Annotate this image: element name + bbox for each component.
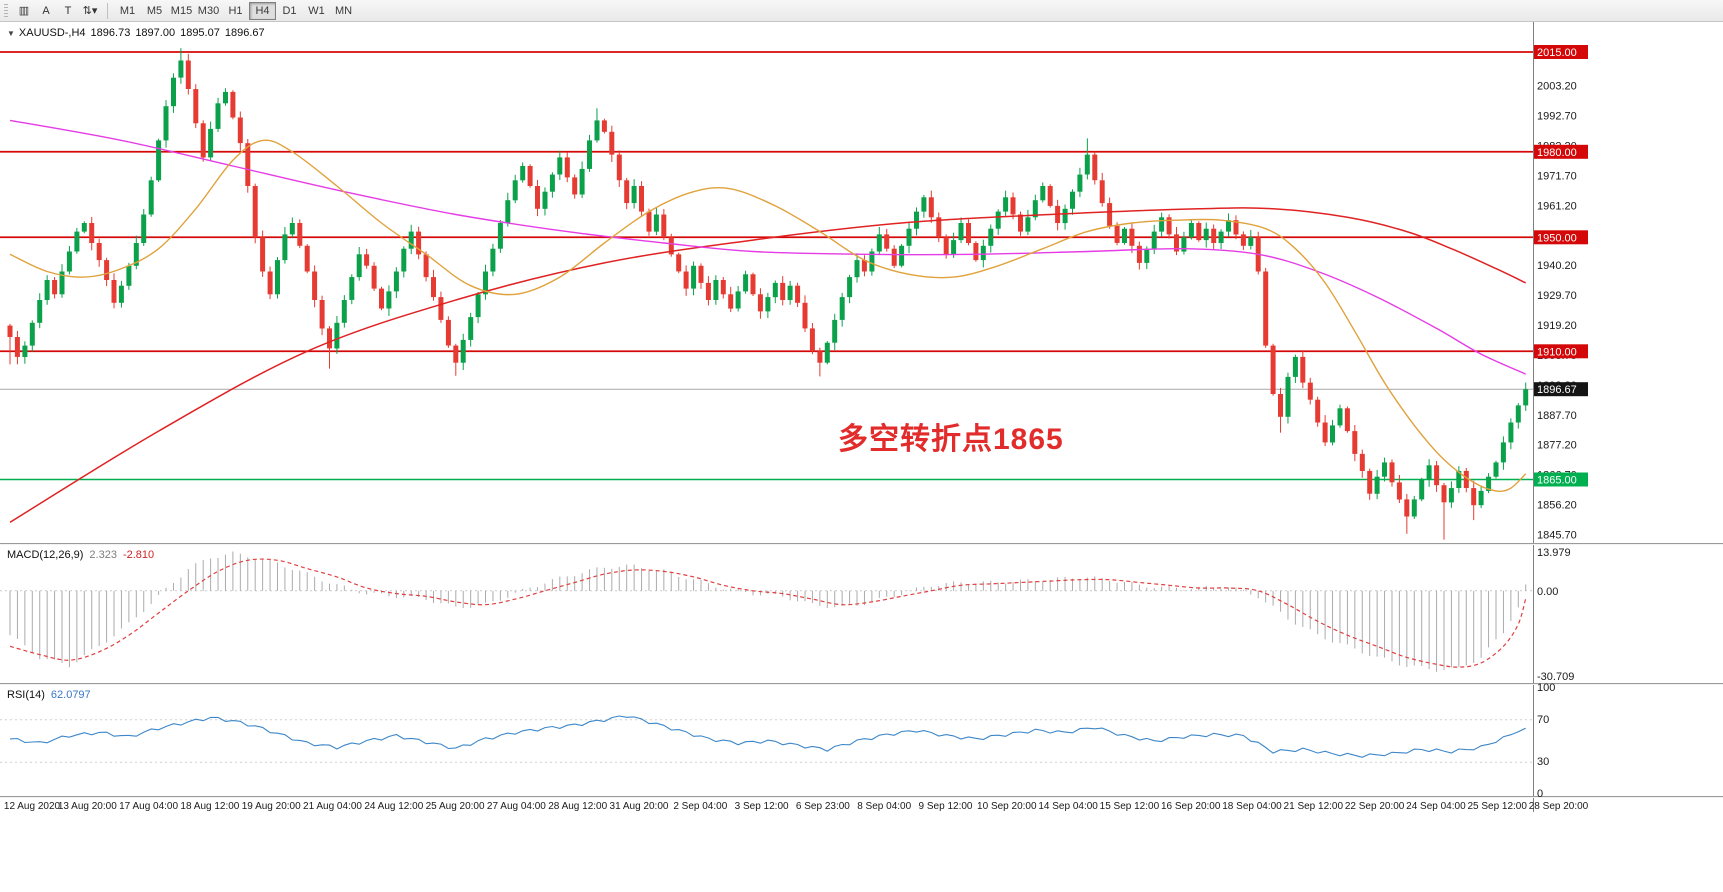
ma-line-slow-red	[9, 207, 1527, 523]
svg-text:14 Sep 04:00: 14 Sep 04:00	[1038, 801, 1098, 812]
macd-value: 2.323	[89, 549, 117, 561]
svg-text:1845.70: 1845.70	[1537, 530, 1577, 542]
svg-text:3 Sep 12:00: 3 Sep 12:00	[735, 801, 789, 812]
svg-text:1910.00: 1910.00	[1537, 346, 1577, 358]
macd-histogram-layer	[9, 551, 1527, 672]
timeframe-button-m5[interactable]: M5	[141, 2, 168, 20]
svg-text:1896.67: 1896.67	[1537, 384, 1577, 396]
svg-text:1865.00: 1865.00	[1537, 475, 1577, 487]
svg-text:-30.709: -30.709	[1537, 671, 1574, 683]
svg-text:30: 30	[1537, 756, 1549, 768]
svg-text:27 Aug 04:00: 27 Aug 04:00	[487, 801, 546, 812]
svg-text:31 Aug 20:00: 31 Aug 20:00	[610, 801, 669, 812]
ohlc-close: 1896.67	[224, 27, 265, 39]
svg-text:1950.00: 1950.00	[1537, 232, 1577, 244]
ohlc-open: 1896.73	[90, 27, 131, 39]
scale-mode-button[interactable]: ⇅▾	[79, 2, 101, 20]
svg-text:1877.20: 1877.20	[1537, 440, 1577, 452]
svg-text:13.979: 13.979	[1537, 547, 1571, 559]
svg-text:21 Aug 04:00: 21 Aug 04:00	[303, 801, 362, 812]
svg-text:21 Sep 12:00: 21 Sep 12:00	[1284, 801, 1344, 812]
svg-text:16 Sep 20:00: 16 Sep 20:00	[1161, 801, 1221, 812]
font-tool-button[interactable]: A	[35, 2, 57, 20]
price-axis[interactable]: 2003.201992.701982.201971.701961.201950.…	[1537, 81, 1577, 800]
svg-text:10 Sep 20:00: 10 Sep 20:00	[977, 801, 1037, 812]
svg-text:12 Aug 2020: 12 Aug 2020	[4, 801, 61, 812]
svg-text:1971.70: 1971.70	[1537, 170, 1577, 182]
svg-text:1980.00: 1980.00	[1537, 147, 1577, 159]
svg-text:18 Aug 12:00: 18 Aug 12:00	[180, 801, 239, 812]
timeframe-button-m1[interactable]: M1	[114, 2, 141, 20]
tool-icons-group: ▥ A T ⇅▾	[13, 2, 101, 20]
toolbar-separator	[107, 2, 108, 19]
macd-signal-line	[9, 558, 1527, 668]
svg-text:17 Aug 04:00: 17 Aug 04:00	[119, 801, 178, 812]
svg-text:22 Sep 20:00: 22 Sep 20:00	[1345, 801, 1405, 812]
svg-text:24 Sep 04:00: 24 Sep 04:00	[1406, 801, 1466, 812]
level-labels-layer: 2015.00 1980.00 1950.00 1910.00 1865.00 1896.…	[1534, 45, 1588, 487]
timeframe-button-m30[interactable]: M30	[195, 2, 222, 20]
svg-text:0.00: 0.00	[1537, 586, 1558, 598]
svg-text:2003.20: 2003.20	[1537, 81, 1577, 93]
svg-text:1992.70: 1992.70	[1537, 111, 1577, 123]
svg-text:19 Aug 20:00: 19 Aug 20:00	[242, 801, 301, 812]
symbol-period-label: XAUUSD-,H4	[18, 27, 86, 39]
svg-text:1856.20: 1856.20	[1537, 500, 1577, 512]
timeframe-button-m15[interactable]: M15	[168, 2, 195, 20]
svg-text:100: 100	[1537, 682, 1555, 694]
ma-line-magenta	[9, 119, 1526, 375]
svg-text:9 Sep 12:00: 9 Sep 12:00	[919, 801, 973, 812]
svg-text:6 Sep 23:00: 6 Sep 23:00	[796, 801, 850, 812]
macd-label: MACD(12,26,9) 2.323 -2.810	[7, 549, 160, 561]
svg-text:1961.20: 1961.20	[1537, 200, 1577, 212]
svg-text:28 Aug 12:00: 28 Aug 12:00	[548, 801, 607, 812]
current-price-label	[1534, 382, 1588, 397]
svg-text:18 Sep 04:00: 18 Sep 04:00	[1222, 801, 1282, 812]
rsi-value: 62.0797	[50, 689, 91, 701]
svg-text:13 Aug 20:00: 13 Aug 20:00	[58, 801, 117, 812]
svg-text:1919.20: 1919.20	[1537, 320, 1577, 332]
timeframe-group: M1 M5 M15 M30 H1 H4 D1 W1 MN	[114, 1, 357, 20]
svg-text:8 Sep 04:00: 8 Sep 04:00	[857, 801, 911, 812]
timeframe-button-h1[interactable]: H1	[222, 2, 249, 20]
text-label-button[interactable]: T	[57, 2, 79, 20]
ohlc-low: 1895.07	[180, 27, 220, 39]
toolbar-grip[interactable]	[4, 3, 8, 18]
chart-header: ▼ XAUUSD-,H4 1896.73 1897.00 1895.07 1896.67	[7, 27, 270, 39]
rsi-line	[9, 715, 1526, 758]
svg-text:1929.70: 1929.70	[1537, 290, 1577, 302]
svg-text:2 Sep 04:00: 2 Sep 04:00	[673, 801, 727, 812]
timeframe-button-d1[interactable]: D1	[276, 2, 303, 20]
svg-text:0: 0	[1537, 788, 1543, 800]
candles-layer	[7, 48, 1529, 540]
top-toolbar: ▥ A T ⇅▾ M1 M5 M15 M30 H1 H4 D1 W1 MN	[0, 0, 1723, 22]
svg-text:24 Aug 12:00: 24 Aug 12:00	[364, 801, 423, 812]
annotation-text[interactable]: 多空转折点1865	[838, 423, 1064, 456]
rsi-label: RSI(14) 62.0797	[7, 689, 97, 701]
svg-text:28 Sep 20:00: 28 Sep 20:00	[1529, 801, 1589, 812]
rsi-title: RSI(14)	[7, 689, 45, 701]
timeframe-button-mn[interactable]: MN	[330, 2, 357, 20]
ohlc-high: 1897.00	[135, 27, 176, 39]
macd-signal-value: -2.810	[122, 549, 155, 561]
timeframe-button-h4[interactable]: H4	[249, 1, 276, 20]
svg-text:70: 70	[1537, 714, 1549, 726]
chart-grid-button[interactable]: ▥	[13, 2, 35, 20]
macd-title: MACD(12,26,9)	[7, 549, 84, 561]
ma-line-fast-orange	[9, 139, 1527, 492]
svg-text:1940.20: 1940.20	[1537, 260, 1577, 272]
svg-text:25 Aug 20:00: 25 Aug 20:00	[426, 801, 485, 812]
svg-text:2015.00: 2015.00	[1537, 47, 1577, 59]
collapse-arrow-icon[interactable]: ▼	[7, 29, 15, 38]
svg-text:1887.70: 1887.70	[1537, 410, 1577, 422]
svg-text:15 Sep 12:00: 15 Sep 12:00	[1100, 801, 1160, 812]
svg-text:25 Sep 12:00: 25 Sep 12:00	[1467, 801, 1527, 812]
timeframe-button-w1[interactable]: W1	[303, 2, 330, 20]
